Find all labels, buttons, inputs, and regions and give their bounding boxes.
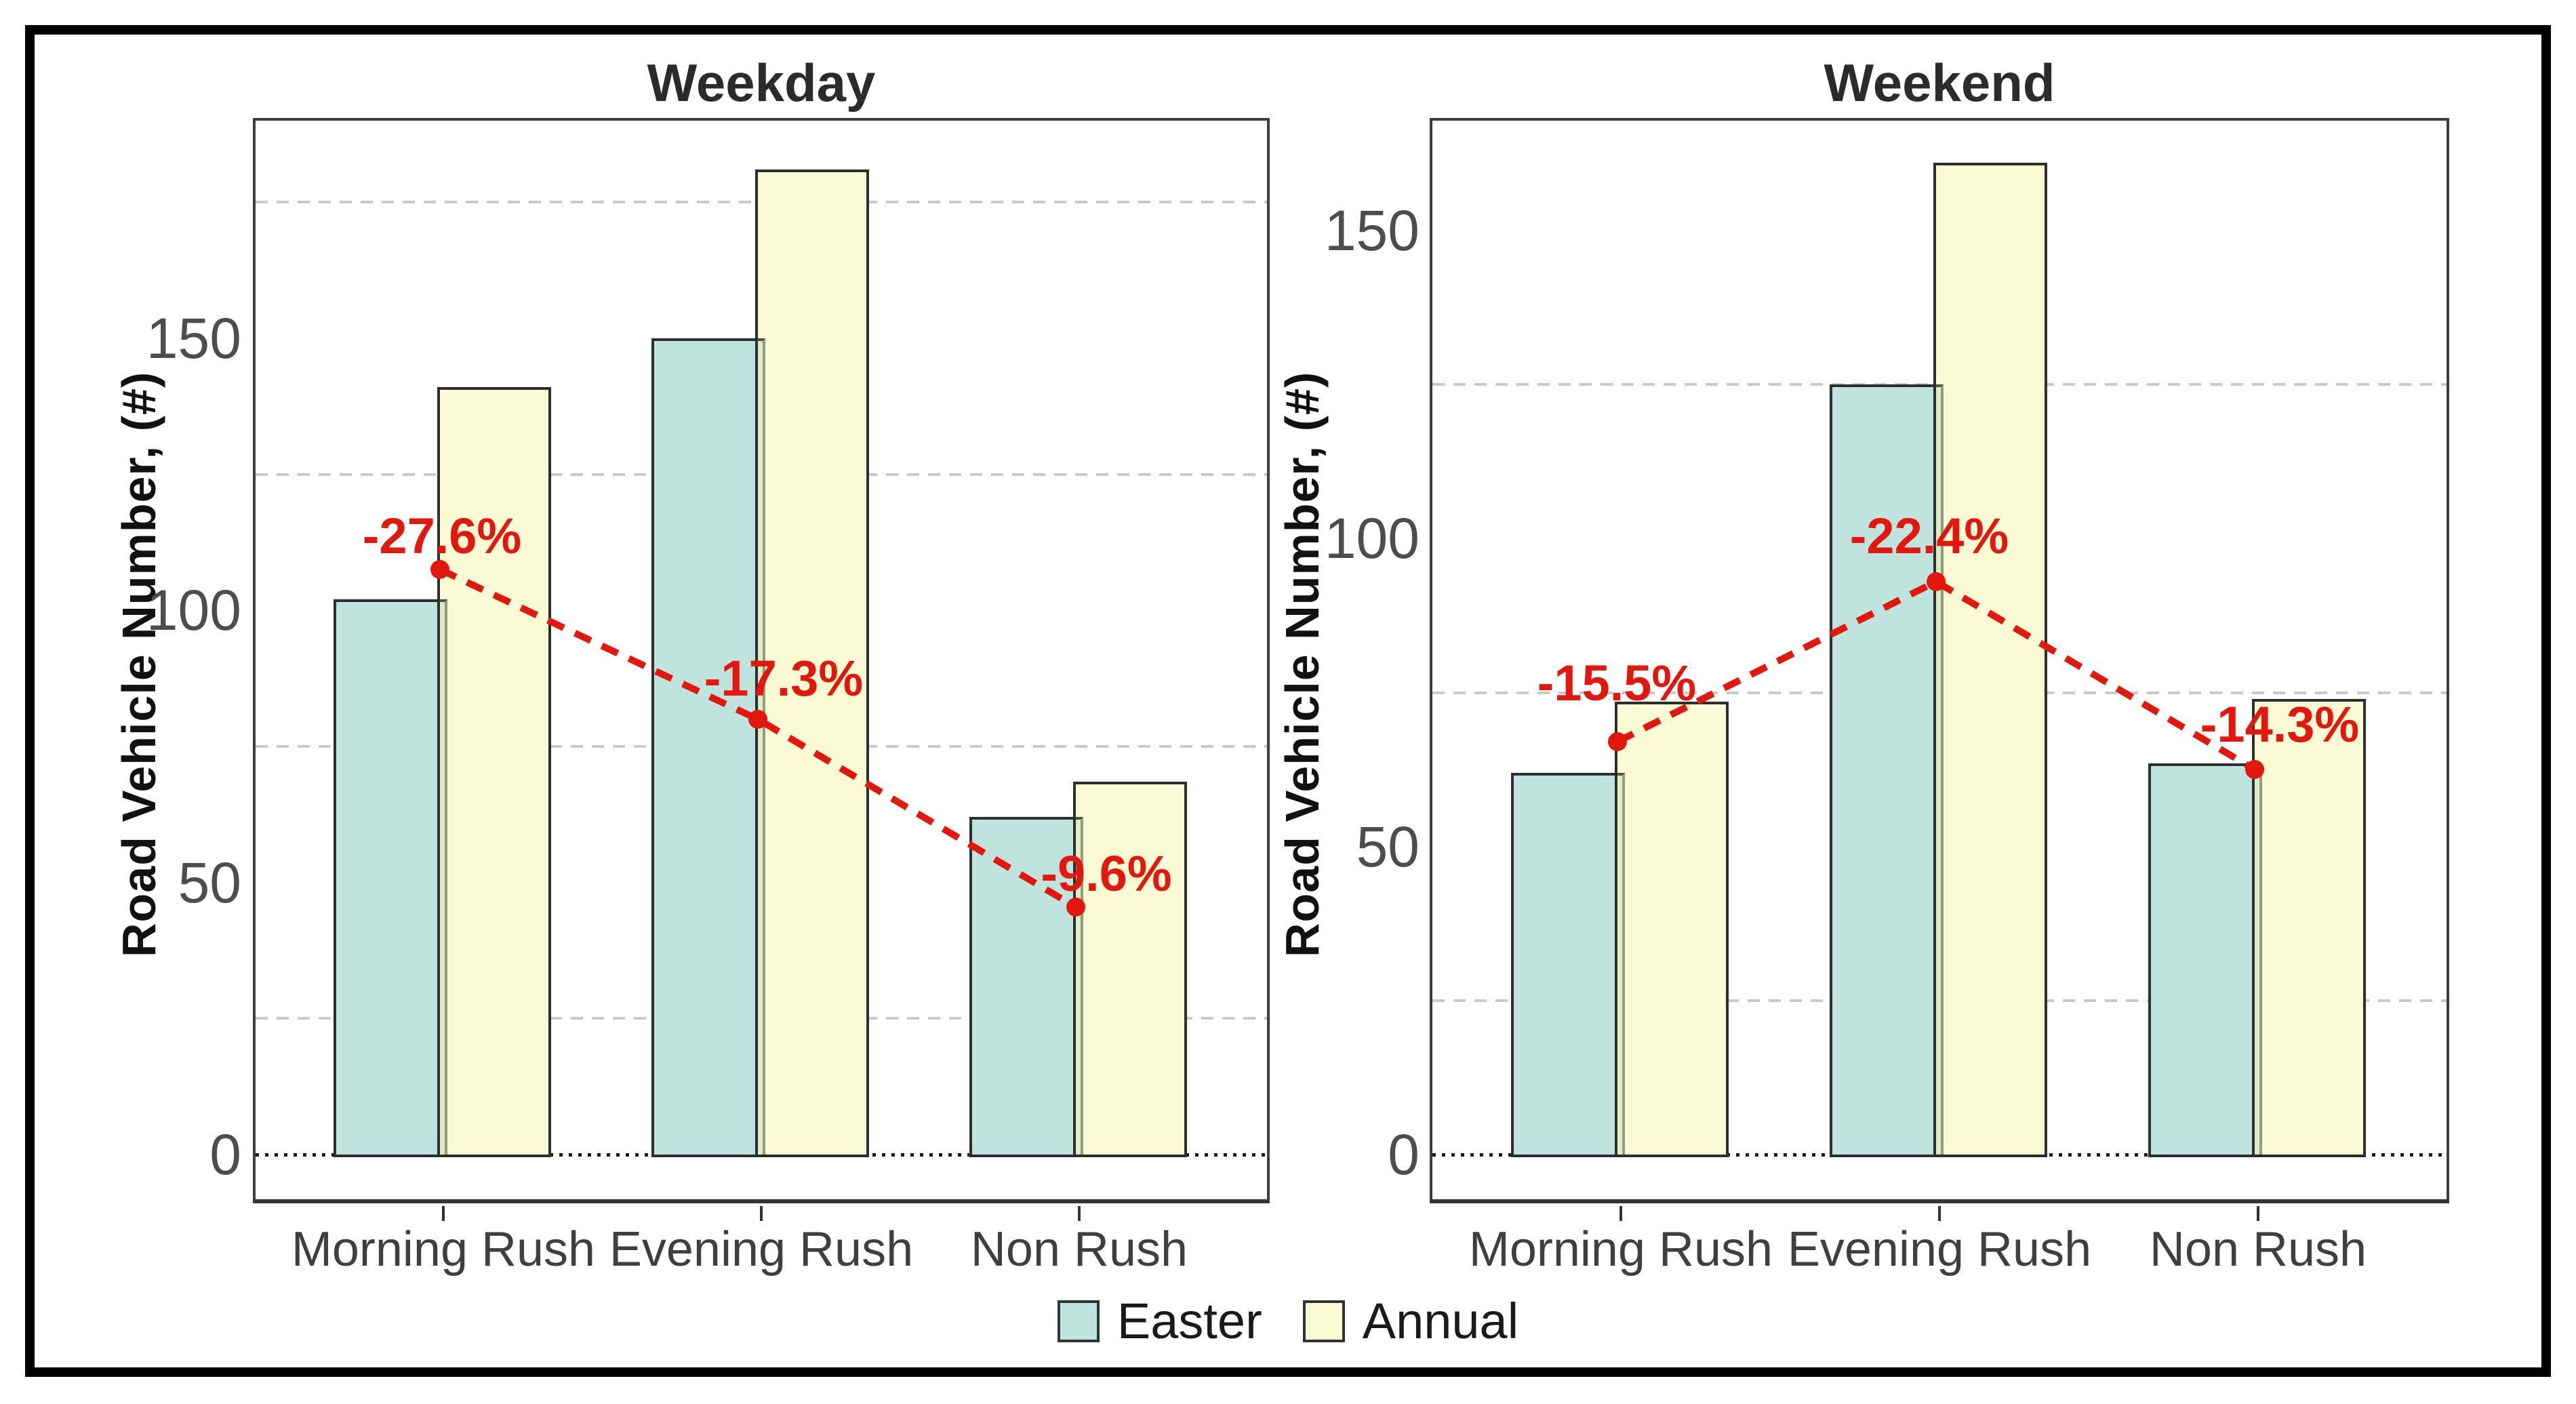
pct-change-point-weekday-0	[430, 560, 449, 579]
x-tick-label-weekday-evening-rush: Evening Rush	[609, 1222, 914, 1277]
y-tick-label-weekday-150: 150	[146, 306, 241, 370]
bar-easter-weekend-non-rush	[2148, 763, 2262, 1157]
x-tick-label-weekend-non-rush: Non Rush	[2149, 1222, 2367, 1277]
panel-border-weekday	[253, 118, 1270, 1203]
bar-overlap-strip-weekend-evening-rush	[1936, 384, 1944, 1155]
pct-change-label-weekend-2: -14.3%	[2200, 696, 2360, 753]
legend-item-annual: Annual	[1302, 1293, 1519, 1349]
bar-overlap-strip-weekday-morning-rush	[440, 599, 447, 1155]
y-tick-label-weekend-50: 50	[1356, 815, 1420, 879]
y-tick-label-weekend-100: 100	[1324, 506, 1420, 570]
figure-outer-border	[25, 25, 2551, 1377]
y-axis-title-weekend: Road Vehicle Number, (#)	[1276, 371, 1329, 958]
bar-overlap-strip-weekend-morning-rush	[1617, 773, 1625, 1155]
pct-change-point-weekend-2	[2245, 760, 2264, 779]
panel-title-weekday: Weekday	[647, 53, 876, 113]
pct-change-label-weekday-0: -27.6%	[362, 508, 522, 564]
legend-swatch-easter	[1057, 1300, 1100, 1342]
bar-annual-weekend-non-rush	[2252, 699, 2366, 1157]
y-axis-title-weekday: Road Vehicle Number, (#)	[113, 371, 165, 958]
x-tick-label-weekend-morning-rush: Morning Rush	[1468, 1222, 1773, 1277]
pct-change-point-weekday-1	[748, 710, 767, 729]
x-tick-mark-weekend-non-rush	[2257, 1206, 2259, 1221]
y-tick-label-weekend-150: 150	[1324, 199, 1420, 262]
pct-change-dashes-weekend	[1615, 578, 2257, 773]
bar-annual-weekend-evening-rush	[1933, 163, 2047, 1157]
pct-change-label-weekday-2: -9.6%	[1041, 845, 1172, 902]
legend-label-annual: Annual	[1362, 1293, 1519, 1349]
bar-annual-weekday-evening-rush	[755, 169, 869, 1157]
legend-label-easter: Easter	[1116, 1293, 1262, 1349]
x-tick-mark-weekday-non-rush	[1078, 1206, 1081, 1221]
pct-change-point-weekday-2	[1066, 898, 1085, 917]
bar-easter-weekday-morning-rush	[334, 599, 447, 1157]
x-tick-label-weekday-non-rush: Non Rush	[970, 1222, 1188, 1277]
bar-annual-weekday-morning-rush	[437, 387, 551, 1157]
pct-change-dashes-weekday	[438, 566, 1078, 910]
x-tick-label-weekend-evening-rush: Evening Rush	[1787, 1222, 2092, 1277]
x-tick-mark-weekend-evening-rush	[1938, 1206, 1941, 1221]
x-tick-mark-weekend-morning-rush	[1619, 1206, 1622, 1221]
bar-overlap-strip-weekday-evening-rush	[758, 338, 765, 1155]
pct-change-label-weekend-0: -15.5%	[1537, 655, 1697, 711]
pct-change-point-weekend-0	[1608, 732, 1627, 751]
y-tick-label-weekday-100: 100	[146, 578, 241, 642]
bar-easter-weekend-evening-rush	[1830, 384, 1944, 1157]
legend: Easter Annual	[0, 1296, 2576, 1346]
pct-change-label-weekday-1: -17.3%	[704, 650, 864, 706]
pct-change-line-weekday	[430, 560, 1085, 917]
pct-change-line-weekend	[1608, 572, 2264, 779]
x-tick-label-weekday-morning-rush: Morning Rush	[291, 1222, 596, 1277]
pct-change-label-weekend-1: -22.4%	[1849, 508, 2009, 564]
bar-annual-weekday-non-rush	[1073, 782, 1187, 1157]
x-tick-mark-weekday-evening-rush	[760, 1206, 763, 1221]
pct-change-point-weekend-1	[1927, 572, 1946, 591]
y-tick-label-weekday-50: 50	[178, 851, 241, 915]
y-tick-label-weekday-0: 0	[209, 1123, 241, 1186]
legend-item-easter: Easter	[1057, 1293, 1262, 1349]
x-tick-mark-weekday-morning-rush	[442, 1206, 445, 1221]
panel-title-weekend: Weekend	[1824, 53, 2055, 113]
panel-border-weekend	[1430, 118, 2449, 1203]
bar-easter-weekend-morning-rush	[1511, 773, 1625, 1157]
legend-swatch-annual	[1302, 1300, 1345, 1342]
bar-annual-weekend-morning-rush	[1615, 702, 1729, 1157]
bar-overlap-strip-weekday-non-rush	[1076, 817, 1083, 1155]
y-tick-label-weekend-0: 0	[1388, 1123, 1420, 1186]
